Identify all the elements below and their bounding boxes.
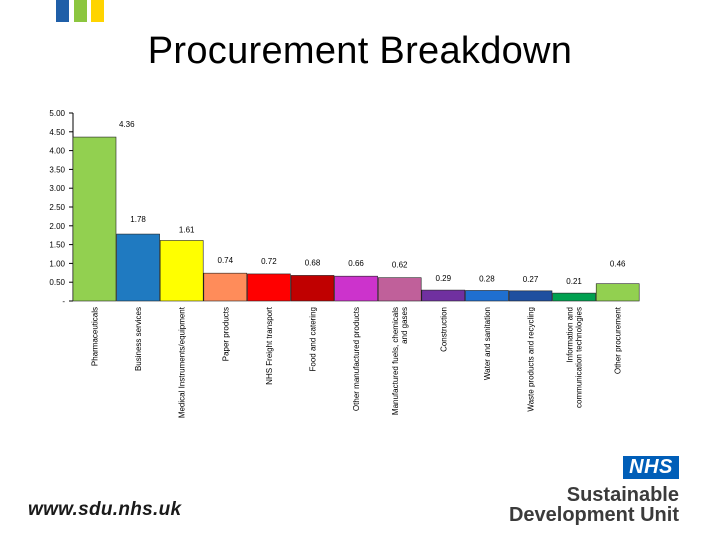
category-label: Food and catering [309, 307, 318, 372]
data-label: 1.78 [130, 215, 146, 224]
category-label: and gases [400, 307, 409, 344]
bar [116, 233, 160, 302]
bar-chart: - 0.50 1.00 1.50 2.00 2.50 3.00 3.50 4.00 4.50 5.0… [49, 109, 640, 418]
bar [552, 292, 596, 302]
data-label: 0.21 [566, 277, 582, 286]
category-label: Pharmaceuticals [91, 307, 100, 366]
category-label: Other manufactured products [352, 307, 361, 411]
y-tick-label: 1.00 [49, 259, 65, 268]
header-decoration-blue [56, 0, 69, 22]
category-label: Other procurement [614, 306, 623, 374]
data-label: 0.74 [218, 256, 234, 265]
bar [334, 275, 378, 302]
y-tick-label: 4.50 [49, 128, 65, 137]
y-tick-label: 2.50 [49, 203, 65, 212]
data-label: 0.28 [479, 274, 495, 283]
logo-line-1: Sustainable [566, 484, 679, 506]
y-tick-label: 1.50 [49, 241, 65, 250]
category-label: Paper products [221, 307, 230, 361]
data-label: 0.27 [523, 275, 539, 284]
bar [203, 272, 248, 302]
data-label: 0.62 [392, 261, 408, 270]
category-label: Business services [134, 307, 143, 371]
category-label: communication technologies [575, 307, 584, 408]
header-decoration-green [74, 0, 87, 22]
bar [465, 290, 509, 302]
header-decoration-yellow [91, 0, 104, 22]
y-tick-label: 3.50 [49, 165, 65, 174]
page-title: Procurement Breakdown [147, 30, 573, 72]
data-label: 0.46 [610, 260, 626, 269]
category-label: Manufactured fuels, chemicals [391, 307, 400, 415]
y-tick-label: 4.00 [49, 147, 65, 156]
bar [72, 136, 117, 302]
category-label: Water and sanitation [483, 307, 492, 380]
bar [377, 277, 422, 302]
data-label: 4.36 [119, 120, 135, 129]
y-tick-label: 0.50 [49, 278, 65, 287]
y-tick-label: 5.00 [49, 109, 65, 118]
bar [595, 283, 640, 302]
y-tick-label: 2.00 [49, 222, 65, 231]
site-url: www.sdu.nhs.uk [28, 499, 182, 520]
category-label: Medical Instruments/equipment [178, 306, 187, 418]
data-label: 1.61 [179, 225, 195, 234]
bar [421, 289, 466, 302]
logo-line-2: Development Unit [508, 504, 679, 526]
bar [247, 273, 291, 302]
bar [159, 240, 204, 302]
nhs-logo-badge: NHS [623, 456, 679, 479]
data-label: 0.29 [436, 274, 452, 283]
bar [290, 275, 335, 302]
category-label: NHS Freight transport [265, 306, 274, 385]
data-label: 0.72 [261, 257, 277, 266]
y-tick-label: - [62, 297, 65, 306]
category-label: Information and [566, 307, 575, 363]
y-tick-label: 3.00 [49, 184, 65, 193]
category-label: Construction [439, 307, 448, 352]
data-label: 0.68 [305, 258, 321, 267]
data-label: 0.66 [348, 259, 364, 268]
category-label: Waste products and recycling [527, 307, 536, 412]
bar [508, 290, 553, 302]
nhs-sdu-logo: NHS Sustainable Development Unit [505, 456, 685, 528]
